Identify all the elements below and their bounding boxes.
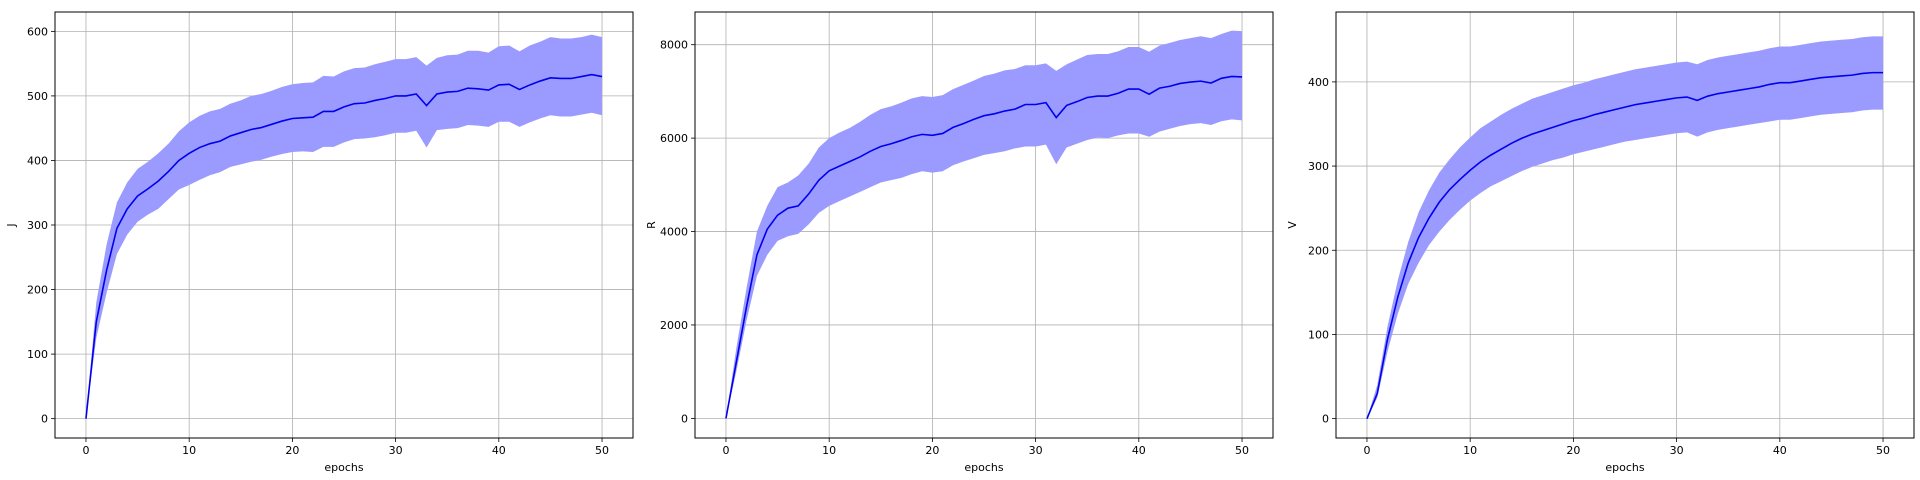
- y-tick-label: 2000: [660, 319, 688, 332]
- x-tick-label: 10: [822, 444, 836, 457]
- y-tick-label: 100: [27, 348, 48, 361]
- y-tick-label: 100: [1308, 328, 1329, 341]
- x-axis-label: epochs: [324, 461, 363, 474]
- series-line: [1366, 71, 1884, 419]
- y-axis-label: V: [1286, 221, 1299, 229]
- x-tick-label: 30: [389, 444, 403, 457]
- y-tick-label: 500: [27, 90, 48, 103]
- y-tick-label: 0: [1322, 413, 1329, 426]
- axes-frame: [694, 11, 1274, 439]
- y-tick-label: 200: [27, 284, 48, 297]
- x-tick-label: 40: [1132, 444, 1146, 457]
- x-tick-label: 40: [1773, 444, 1787, 457]
- x-tick-label: 50: [1876, 444, 1890, 457]
- x-tick-label: 0: [1363, 444, 1370, 457]
- x-tick-label: 10: [182, 444, 196, 457]
- x-tick-label: 50: [1235, 444, 1249, 457]
- chart-panel-2: 0 10 20 30 40 50 0 2000 4000 6000 8000 epochs R: [645, 11, 1274, 474]
- x-axis-label: epochs: [1605, 461, 1644, 474]
- y-tick-label: 0: [41, 413, 48, 426]
- confidence-band: [725, 30, 1243, 419]
- axes-frame: [1335, 11, 1915, 439]
- y-tick-label: 300: [1308, 160, 1329, 173]
- x-tick-label: 20: [925, 444, 939, 457]
- series-line: [85, 73, 603, 419]
- x-tick-label: 30: [1029, 444, 1043, 457]
- y-tick-label: 600: [27, 25, 48, 38]
- y-tick-label: 400: [1308, 76, 1329, 89]
- y-tick-label: 0: [681, 412, 688, 425]
- y-axis-label: J: [5, 223, 18, 227]
- x-tick-label: 0: [82, 444, 89, 457]
- x-tick-label: 50: [595, 444, 609, 457]
- x-axis-label: epochs: [964, 461, 1003, 474]
- y-axis-label: R: [645, 221, 658, 229]
- confidence-band: [1366, 36, 1884, 419]
- y-tick-label: 400: [27, 154, 48, 167]
- y-tick-label: 300: [27, 219, 48, 232]
- y-tick-label: 4000: [660, 226, 688, 239]
- y-tick-label: 200: [1308, 244, 1329, 257]
- y-tick-label: 8000: [660, 39, 688, 52]
- x-tick-label: 40: [492, 444, 506, 457]
- series-line: [725, 75, 1243, 419]
- x-tick-label: 10: [1463, 444, 1477, 457]
- y-tick-label: 6000: [660, 132, 688, 145]
- confidence-band: [85, 34, 603, 419]
- chart-panel-3: 0 10 20 30 40 50 0 100 200 300 400 epochs V: [1286, 11, 1915, 474]
- x-tick-label: 30: [1670, 444, 1684, 457]
- x-tick-label: 20: [1566, 444, 1580, 457]
- x-tick-label: 20: [285, 444, 299, 457]
- x-tick-label: 0: [722, 444, 729, 457]
